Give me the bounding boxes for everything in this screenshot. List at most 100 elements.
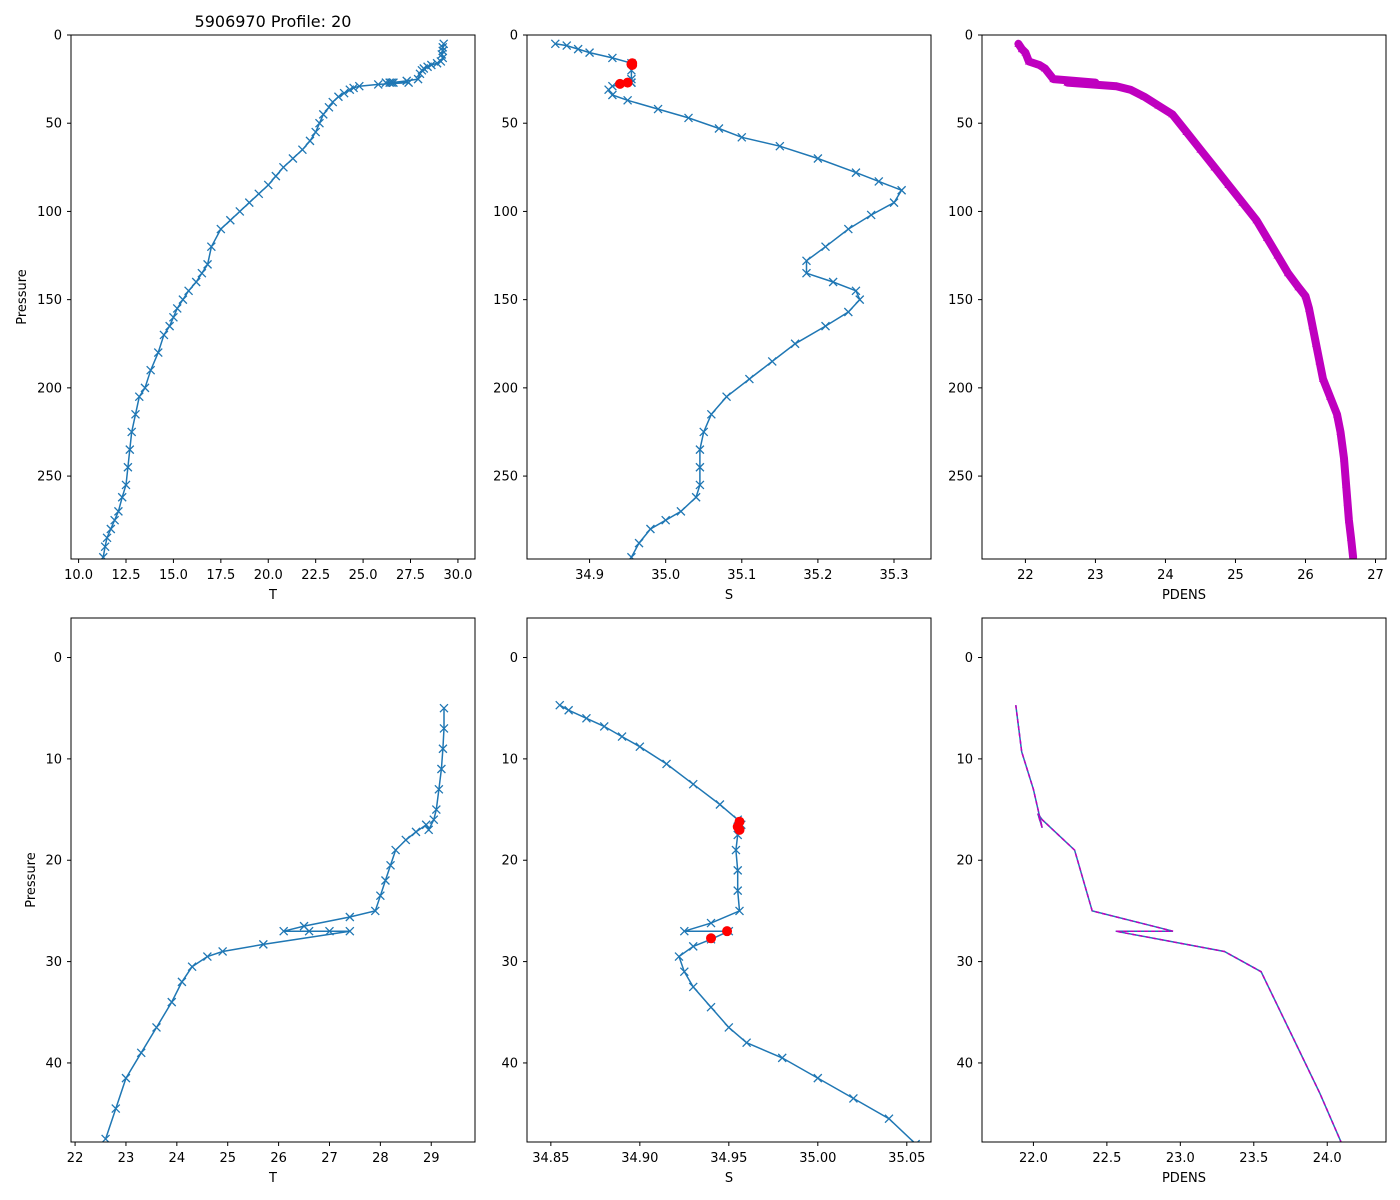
x-marker (152, 1023, 161, 1032)
x-marker (767, 356, 777, 366)
y-tick-label: 50 (45, 117, 62, 132)
x-marker (813, 1073, 823, 1083)
x-marker (607, 90, 617, 100)
x-marker (434, 784, 444, 794)
pdens-marker (1262, 233, 1271, 241)
y-tick-label: 250 (948, 470, 973, 485)
x-marker (724, 1023, 734, 1032)
pdens-marker (1346, 533, 1355, 541)
x-tick-label: 34.90 (621, 1151, 658, 1166)
x-tick-label: 35.05 (888, 1151, 925, 1166)
pdens-marker (1041, 64, 1050, 72)
pdens-marker (1336, 427, 1345, 435)
x-marker (106, 524, 116, 534)
x-marker (279, 926, 289, 936)
x-marker (278, 162, 288, 172)
pdens-marker (1024, 57, 1033, 65)
x-axis-label: T (268, 1171, 277, 1186)
x-tick-label: 24.0 (1313, 1151, 1342, 1166)
x-marker (297, 145, 307, 155)
x-marker (318, 109, 328, 119)
x-axis-label: PDENS (1162, 1171, 1206, 1186)
x-marker (661, 515, 671, 525)
x-marker (381, 78, 391, 88)
y-tick-label: 250 (493, 470, 518, 485)
y-tick-label: 40 (956, 1056, 973, 1071)
x-marker (645, 524, 655, 534)
x-axis-label: T (268, 588, 277, 603)
x-marker (168, 312, 178, 322)
series-pdens (1014, 39, 1358, 559)
axes-frame (70, 617, 476, 1143)
series-line (1015, 705, 1342, 1142)
x-marker (897, 185, 907, 195)
y-axis-label: Pressure (24, 852, 39, 908)
x-marker (821, 242, 830, 252)
pdens-dashed (1015, 705, 1342, 1142)
x-marker (165, 321, 175, 331)
x-marker (411, 827, 421, 837)
y-tick-label: 20 (501, 854, 518, 869)
x-marker (305, 136, 315, 146)
pdens-marker (1344, 516, 1353, 524)
x-tick-label: 23.5 (1239, 1151, 1268, 1166)
x-marker (802, 256, 811, 266)
x-marker (848, 1093, 858, 1103)
x-marker (216, 224, 226, 234)
pdens-marker (1311, 339, 1320, 347)
y-tick-label: 10 (501, 752, 518, 767)
series-line (559, 704, 915, 1142)
y-tick-label: 150 (493, 293, 518, 308)
x-tick-label: 35.1 (727, 568, 756, 583)
y-tick-label: 0 (54, 651, 62, 666)
x-tick-label: 35.2 (803, 568, 832, 583)
pdens-marker (1210, 163, 1219, 171)
x-marker (421, 820, 431, 830)
x-marker (438, 744, 448, 754)
x-marker (178, 295, 188, 305)
x-marker (699, 427, 709, 437)
x-marker (386, 860, 395, 870)
x-marker (385, 78, 395, 88)
x-marker (354, 81, 364, 91)
x-marker (123, 462, 133, 472)
x-marker (585, 48, 595, 58)
series-flagged (706, 816, 745, 944)
x-tick-label: 23.0 (1166, 1151, 1195, 1166)
x-marker (117, 492, 127, 502)
pdens-marker (1325, 392, 1334, 400)
x-marker (429, 815, 439, 825)
y-tick-label: 20 (956, 854, 973, 869)
x-marker (102, 533, 112, 543)
x-marker (688, 982, 698, 992)
x-marker (715, 800, 725, 809)
pdens-marker (1063, 78, 1072, 86)
x-marker (370, 906, 380, 916)
pdens-marker (1339, 454, 1348, 462)
x-marker (131, 409, 140, 419)
x-marker (375, 891, 385, 901)
x-marker (111, 1104, 121, 1114)
x-marker (134, 392, 144, 402)
x-marker (555, 700, 565, 710)
y-tick-label: 10 (45, 752, 62, 767)
x-axis-label: S (725, 1171, 733, 1186)
axes-frame (981, 34, 1387, 560)
x-marker (339, 88, 349, 98)
x-marker (790, 339, 800, 349)
y-tick-label: 100 (37, 205, 62, 220)
x-marker (125, 445, 135, 455)
x-marker (324, 102, 334, 112)
chart-title: 5906970 Profile: 20 (195, 12, 352, 31)
pdens-marker (1140, 92, 1149, 100)
x-marker (167, 997, 177, 1007)
x-marker (288, 154, 298, 163)
x-tick-label: 34.85 (532, 1151, 569, 1166)
chart-panel-bottom-right: 22.0 22.5 23.0 23.5 24.0 0 10 20 30 40 PDENS (956, 617, 1387, 1186)
y-tick-label: 250 (37, 470, 62, 485)
x-marker (197, 268, 207, 278)
x-marker (695, 480, 705, 490)
x-marker (415, 69, 425, 79)
x-marker (599, 721, 609, 731)
x-marker (401, 835, 411, 845)
